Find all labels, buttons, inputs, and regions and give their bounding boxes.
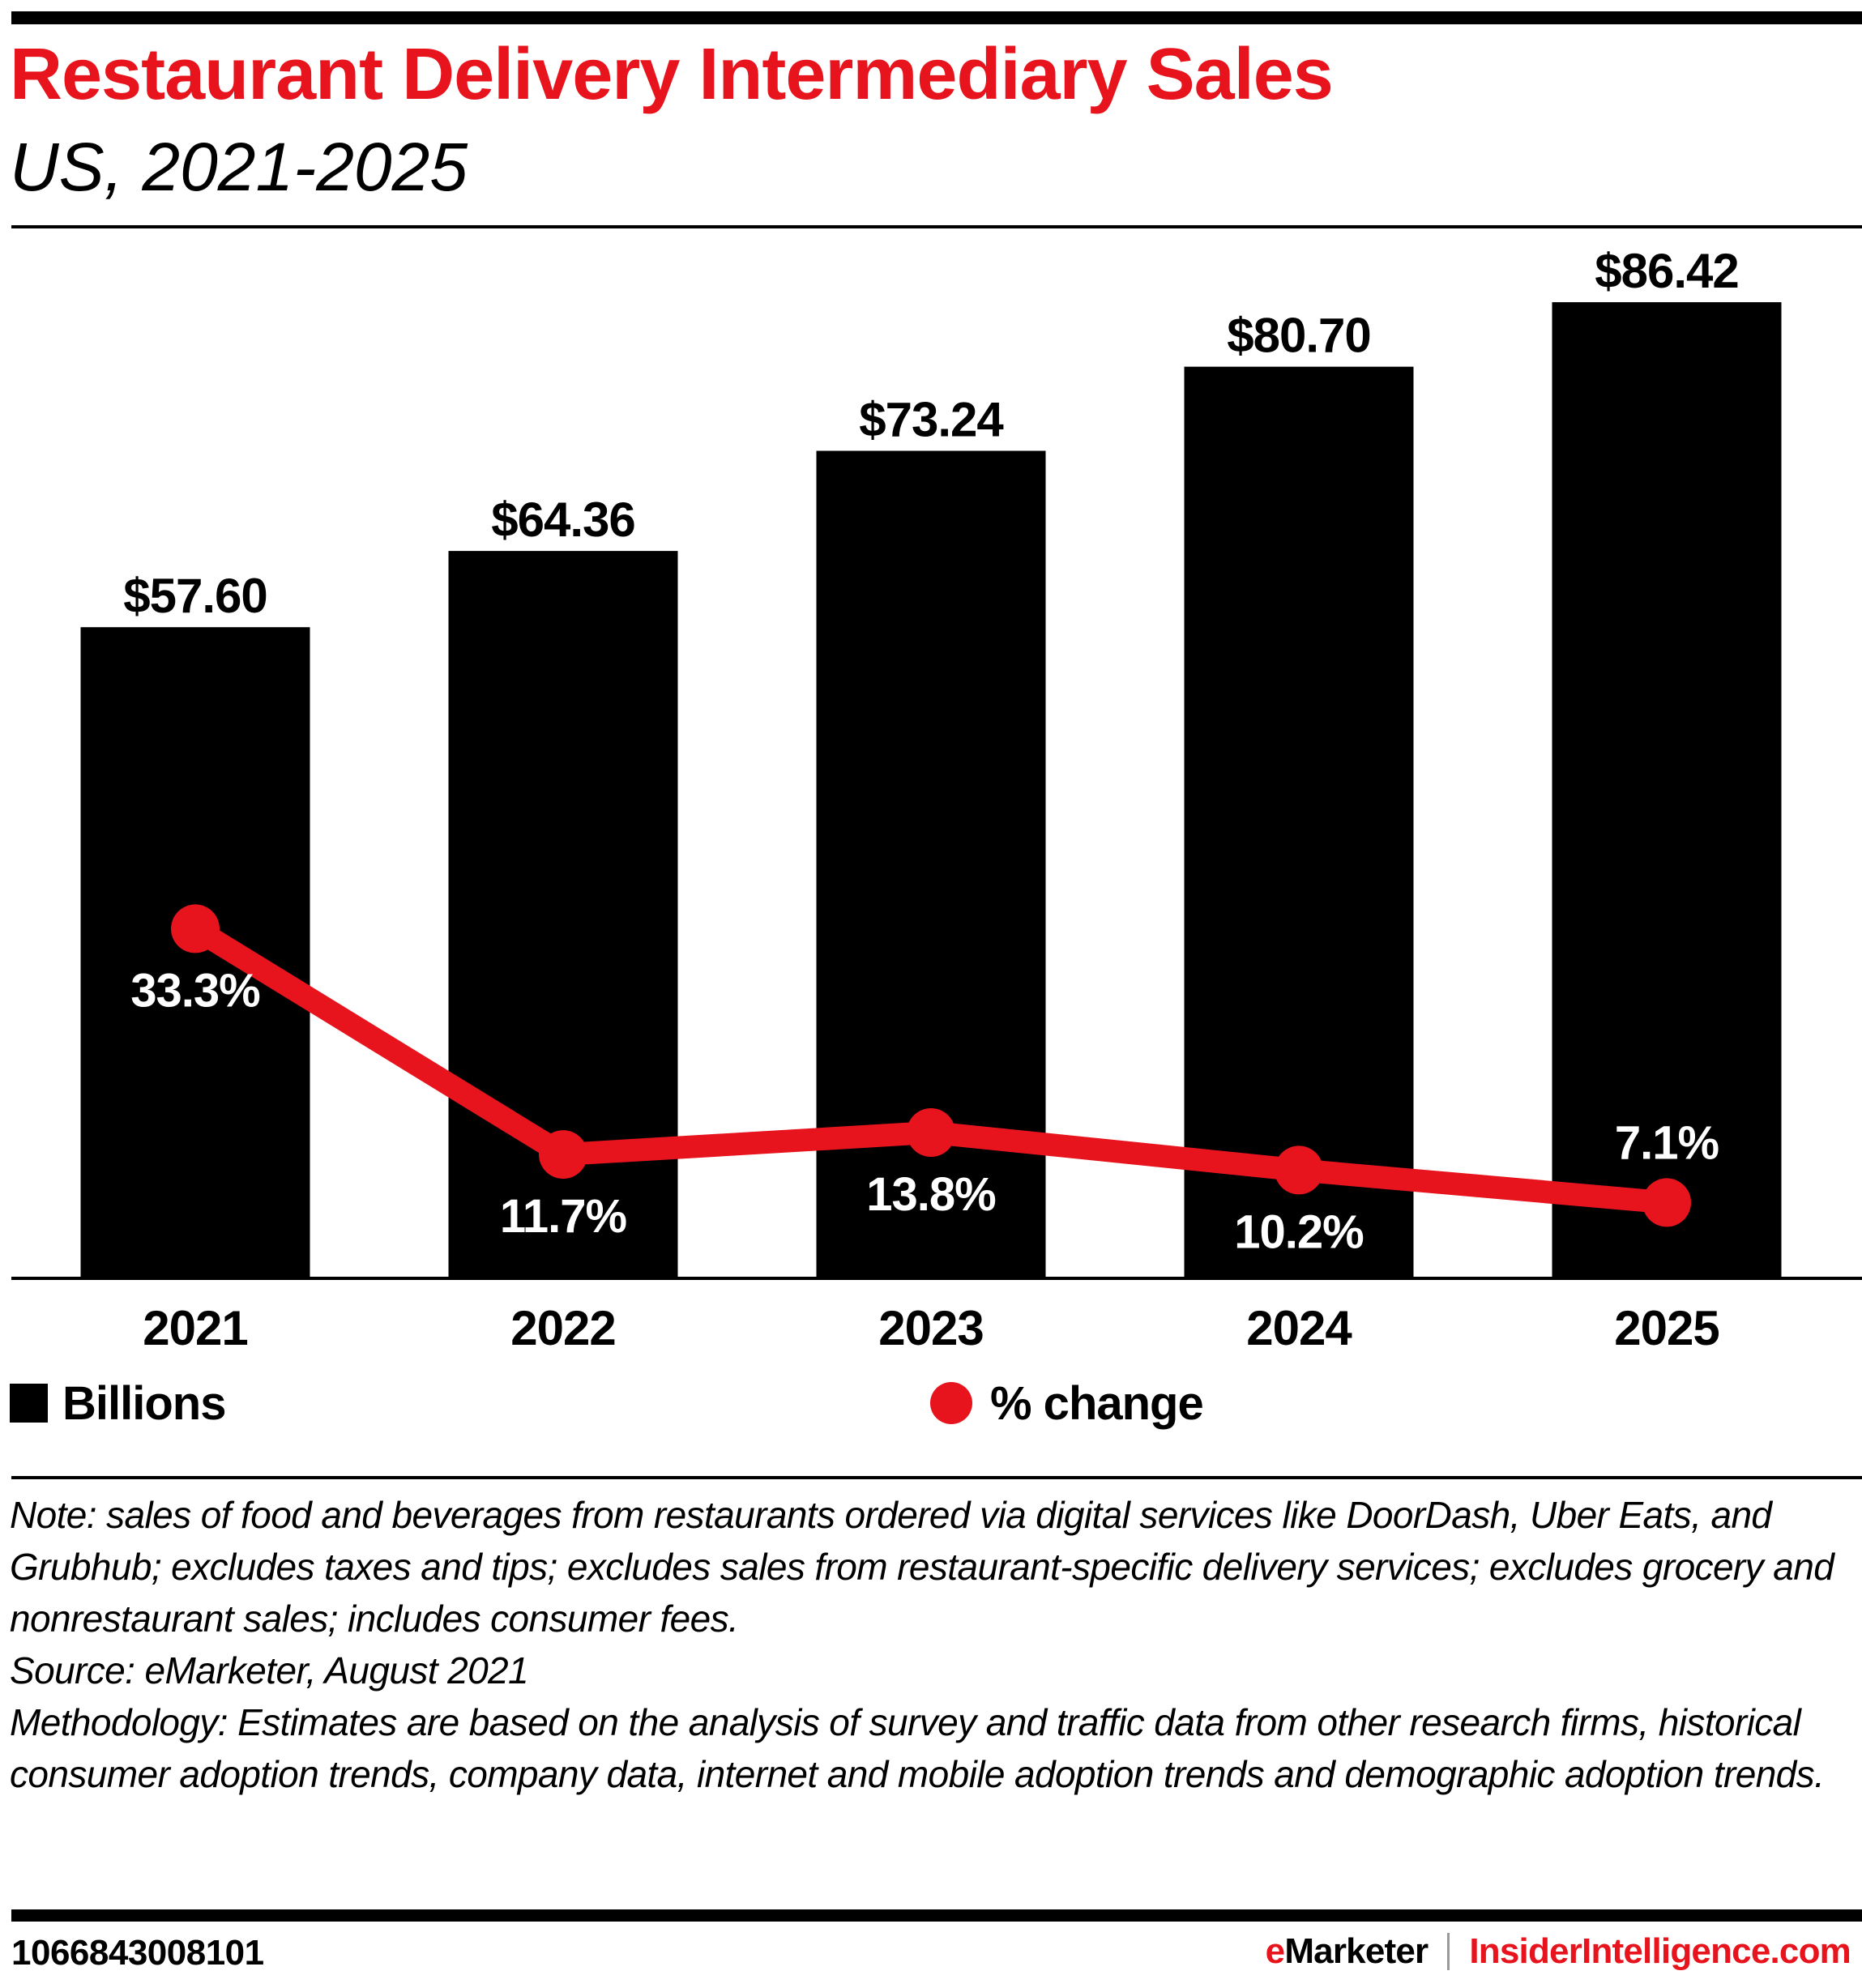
x-tick-label-2024: 2024 xyxy=(1246,1301,1352,1355)
note-text: Note: sales of food and beverages from r… xyxy=(10,1494,1834,1640)
x-axis-tick-labels: 2021 2022 2023 2024 2025 xyxy=(143,1301,1719,1355)
legend-square-icon xyxy=(10,1384,48,1423)
source-text: Source: eMarketer, August 2021 xyxy=(10,1649,529,1692)
legend-label-pct-change: % change xyxy=(990,1376,1204,1430)
legend-dot-icon xyxy=(930,1382,972,1424)
pct-change-label-2023: 13.8% xyxy=(866,1168,996,1221)
pct-change-label-2024: 10.2% xyxy=(1234,1205,1364,1258)
pct-change-point-2022 xyxy=(539,1130,587,1180)
methodology-text: Methodology: Estimates are based on the … xyxy=(10,1701,1825,1795)
notes-block: Note: sales of food and beverages from r… xyxy=(10,1489,1849,1800)
x-tick-label-2023: 2023 xyxy=(878,1301,983,1355)
pct-change-label-2025: 7.1% xyxy=(1615,1116,1719,1169)
x-tick-label-2021: 2021 xyxy=(143,1301,247,1355)
x-tick-label-2025: 2025 xyxy=(1614,1301,1719,1355)
x-tick-label-2022: 2022 xyxy=(510,1301,615,1355)
chart-title: Restaurant Delivery Intermediary Sales xyxy=(10,34,1334,115)
legend-label-billions: Billions xyxy=(62,1376,226,1430)
emarketer-logo-e: e xyxy=(1265,1931,1285,1971)
emarketer-logo-text: Marketer xyxy=(1284,1931,1429,1971)
bar-value-label-2024: $80.70 xyxy=(1227,309,1371,363)
pct-change-label-2021: 33.3% xyxy=(130,964,260,1017)
notes-divider xyxy=(11,1476,1862,1479)
pct-change-point-2021 xyxy=(171,904,220,953)
brand-separator xyxy=(1447,1933,1450,1970)
bar-value-label-2021: $57.60 xyxy=(123,569,267,623)
pct-change-labels: 33.3% 11.7% 13.8% 10.2% 7.1% xyxy=(130,964,1719,1258)
footer-brand: e Marketer InsiderIntelligence.com xyxy=(1266,1931,1851,1972)
pct-change-point-2025 xyxy=(1642,1178,1691,1227)
pct-change-point-2024 xyxy=(1275,1145,1323,1195)
legend-item-billions: Billions xyxy=(10,1376,226,1430)
bar-value-labels: $57.60 $64.36 $73.24 $80.70 $86.42 xyxy=(123,244,1740,623)
bar-2024 xyxy=(1184,366,1414,1277)
bottom-rule xyxy=(11,1909,1862,1922)
pct-change-point-2023 xyxy=(907,1107,955,1157)
bar-2025 xyxy=(1552,302,1782,1278)
top-rule xyxy=(11,11,1862,24)
pct-change-line-layer xyxy=(171,904,1691,1227)
pct-change-label-2022: 11.7% xyxy=(500,1190,627,1243)
insider-intelligence-link[interactable]: InsiderIntelligence.com xyxy=(1469,1931,1851,1971)
chart-id: 1066843008101 xyxy=(11,1933,264,1973)
bar-value-label-2025: $86.42 xyxy=(1595,244,1739,298)
header-divider xyxy=(11,225,1862,228)
legend-item-pct-change: % change xyxy=(930,1376,1204,1430)
bar-value-label-2022: $64.36 xyxy=(491,493,635,547)
chart-subtitle: US, 2021-2025 xyxy=(10,129,468,205)
x-axis-baseline xyxy=(11,1277,1862,1280)
bar-value-label-2023: $73.24 xyxy=(859,392,1004,446)
